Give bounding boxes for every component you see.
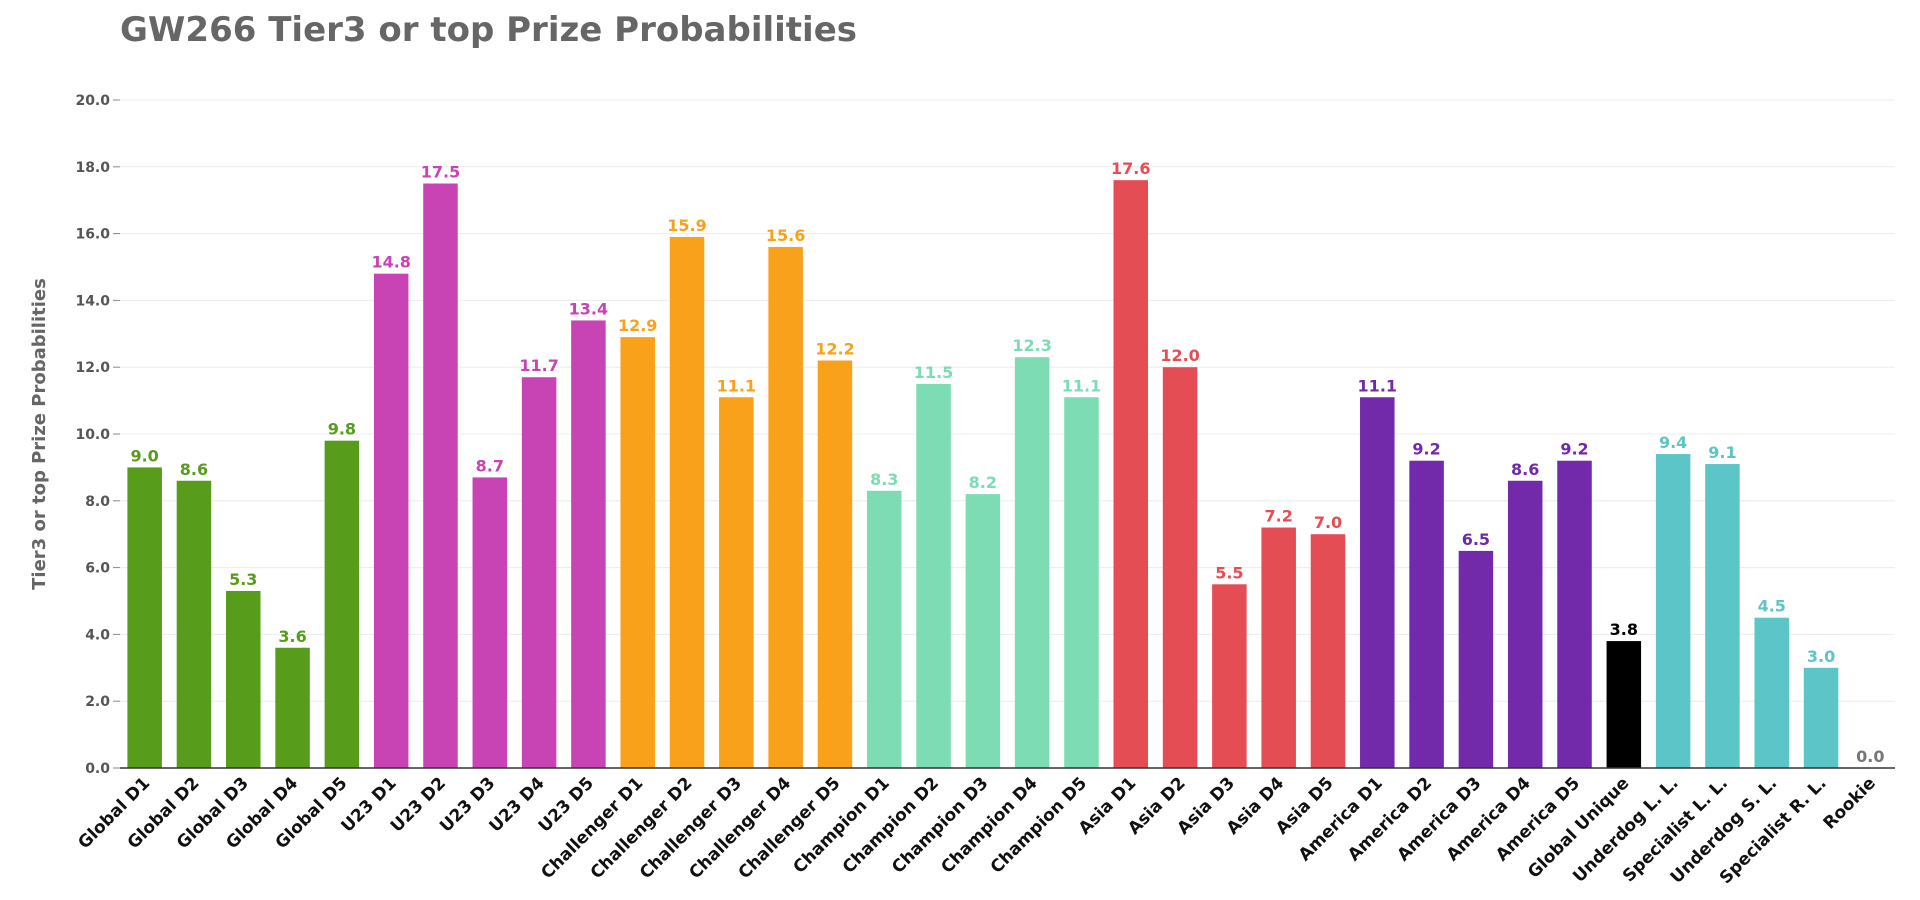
bar xyxy=(817,360,853,768)
y-tick-label: 16.0 xyxy=(75,227,110,243)
y-tick-label: 20.0 xyxy=(75,93,110,109)
bar xyxy=(719,397,754,768)
bar xyxy=(768,246,803,768)
bar xyxy=(1705,464,1740,768)
data-label: 6.5 xyxy=(1462,530,1490,549)
data-label: 8.6 xyxy=(180,460,208,479)
bar xyxy=(472,477,508,768)
bar xyxy=(1606,641,1642,768)
y-tick-label: 14.0 xyxy=(75,293,110,309)
data-label: 13.4 xyxy=(569,299,608,318)
data-label: 9.0 xyxy=(130,446,158,465)
bar xyxy=(1507,480,1543,768)
data-label: 3.0 xyxy=(1807,647,1835,666)
y-tick-label: 8.0 xyxy=(85,494,110,510)
bar xyxy=(1310,534,1346,768)
y-tick-label: 10.0 xyxy=(75,427,110,443)
y-tick-label: 12.0 xyxy=(75,360,110,376)
data-label: 0.0 xyxy=(1856,747,1884,766)
data-label: 3.6 xyxy=(278,627,306,646)
data-label: 11.1 xyxy=(1358,376,1397,395)
bar xyxy=(916,383,951,768)
data-label: 17.5 xyxy=(421,163,460,182)
data-label: 9.2 xyxy=(1412,440,1440,459)
y-tick-label: 0.0 xyxy=(85,761,110,777)
data-label: 11.1 xyxy=(717,376,756,395)
bar xyxy=(1803,667,1839,768)
y-axis-title: Tier3 or top Prize Probabilities xyxy=(29,278,50,590)
bar xyxy=(226,590,261,768)
data-label: 7.2 xyxy=(1265,507,1293,526)
bar xyxy=(1754,617,1789,768)
data-label: 15.6 xyxy=(766,226,805,245)
bar xyxy=(1655,454,1691,768)
data-label: 3.8 xyxy=(1610,620,1638,639)
data-label: 9.4 xyxy=(1659,433,1687,452)
y-tick-label: 18.0 xyxy=(75,160,110,176)
data-label: 8.2 xyxy=(969,473,997,492)
bar xyxy=(1557,460,1592,768)
data-label: 8.3 xyxy=(870,470,898,489)
data-label: 12.3 xyxy=(1012,336,1051,355)
bar xyxy=(1409,460,1444,768)
bar xyxy=(1014,357,1050,768)
data-label: 7.0 xyxy=(1314,513,1342,532)
data-label: 17.6 xyxy=(1111,159,1150,178)
data-label: 14.8 xyxy=(371,253,410,272)
data-label: 5.3 xyxy=(229,570,257,589)
data-label: 4.5 xyxy=(1758,597,1786,616)
data-label: 12.9 xyxy=(618,316,657,335)
bar xyxy=(275,647,310,768)
bar xyxy=(866,490,902,768)
data-label: 9.2 xyxy=(1560,440,1588,459)
data-label: 12.2 xyxy=(815,340,854,359)
bar xyxy=(965,494,1001,768)
data-label: 9.1 xyxy=(1708,443,1736,462)
bar xyxy=(1360,397,1395,768)
data-label: 12.0 xyxy=(1160,346,1199,365)
data-label: 11.7 xyxy=(519,356,558,375)
bar xyxy=(620,337,655,768)
bar xyxy=(571,320,606,768)
bar xyxy=(1261,527,1296,768)
data-label: 8.7 xyxy=(476,456,504,475)
bar xyxy=(423,183,458,768)
bar xyxy=(669,236,705,768)
bar xyxy=(1212,584,1247,768)
bar xyxy=(127,467,162,768)
data-label: 9.8 xyxy=(328,420,356,439)
bar xyxy=(176,480,212,768)
data-label: 11.5 xyxy=(914,363,953,382)
x-tick-label: Rookie xyxy=(1820,773,1880,833)
y-tick-label: 6.0 xyxy=(85,561,110,577)
y-tick-label: 4.0 xyxy=(85,627,110,643)
bar xyxy=(373,273,409,768)
bar xyxy=(521,377,557,768)
data-label: 5.5 xyxy=(1215,563,1243,582)
bar xyxy=(324,440,360,768)
bar xyxy=(1113,180,1149,768)
bar xyxy=(1064,397,1099,768)
y-tick-label: 2.0 xyxy=(85,694,110,710)
data-label: 8.6 xyxy=(1511,460,1539,479)
bar xyxy=(1458,550,1494,768)
data-label: 11.1 xyxy=(1062,376,1101,395)
chart-title: GW266 Tier3 or top Prize Probabilities xyxy=(120,10,857,50)
bar xyxy=(1162,367,1198,768)
data-label: 15.9 xyxy=(667,216,706,235)
